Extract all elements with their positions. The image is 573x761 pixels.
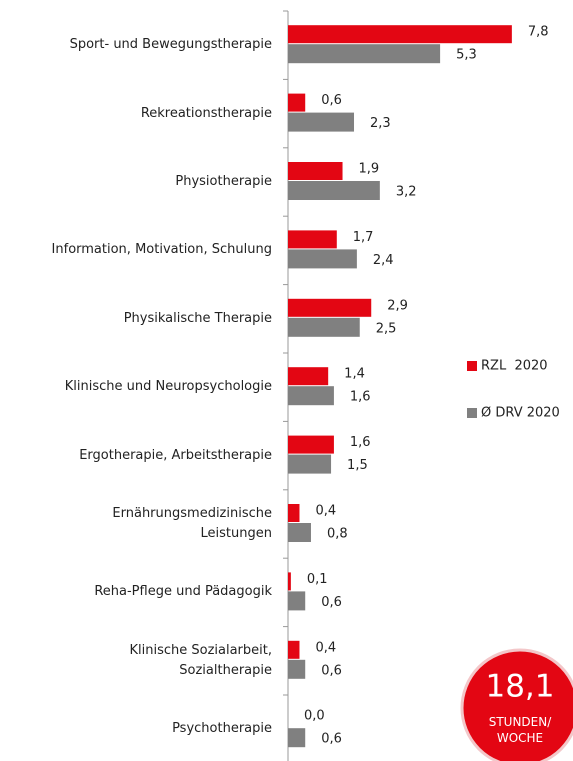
category-label: Physikalische Therapie	[123, 310, 272, 326]
value-label: 2,4	[373, 253, 394, 268]
category-label: Reha-Pflege und Pädagogik	[94, 584, 272, 600]
bar	[288, 25, 512, 44]
value-label: 0,1	[307, 572, 328, 587]
bar	[288, 181, 380, 200]
legend-label: Ø DRV 2020	[481, 406, 560, 421]
category-label: Ernährungsmedizinische Leistungen	[112, 506, 272, 541]
value-label: 1,6	[350, 390, 371, 405]
value-label: 2,3	[370, 116, 391, 131]
value-label: 1,4	[344, 367, 365, 382]
bar	[288, 523, 311, 542]
category-label: Psychotherapie	[172, 721, 272, 737]
bar	[288, 93, 306, 112]
value-label: 0,6	[321, 732, 342, 747]
value-label: 0,8	[327, 527, 348, 542]
value-label: 5,3	[456, 48, 477, 63]
bar	[288, 659, 306, 679]
legend-swatch	[467, 408, 477, 418]
bar	[288, 44, 441, 64]
bar	[288, 640, 300, 659]
value-label: 2,5	[376, 321, 397, 336]
badge-unit: STUNDEN/WOCHE	[489, 715, 553, 745]
value-label: 1,7	[353, 230, 374, 245]
category-label: Sport- und Bewegungstherapie	[69, 37, 272, 53]
bar	[288, 162, 343, 180]
value-label: 7,8	[528, 25, 549, 40]
badge-unit-line: STUNDEN/	[489, 715, 553, 729]
bar	[288, 386, 334, 406]
value-label: 0,6	[321, 93, 342, 108]
category-label: Klinische und Neuropsychologie	[64, 379, 272, 395]
legend-swatch	[467, 361, 477, 371]
bar	[288, 112, 355, 132]
badge-unit-line: WOCHE	[497, 731, 543, 745]
bar	[288, 504, 300, 522]
value-label: 1,6	[350, 435, 371, 450]
value-label: 2,9	[387, 298, 408, 313]
badge-value: 18,1	[485, 669, 554, 705]
value-label: 0,4	[315, 504, 336, 519]
bar	[288, 591, 306, 611]
bar	[288, 230, 337, 249]
bar	[288, 572, 291, 591]
value-label: 0,6	[321, 595, 342, 610]
bar	[288, 367, 329, 386]
value-label: 0,4	[315, 640, 336, 655]
bar	[288, 728, 306, 748]
category-label: Ergotherapie, Arbeitstherapie	[79, 447, 272, 463]
category-label: Physiotherapie	[175, 174, 272, 189]
bar	[288, 298, 372, 317]
value-label: 0,0	[304, 709, 325, 724]
category-label: Klinische Sozialarbeit, Sozialtherapie	[129, 642, 272, 678]
badge-circle	[460, 648, 573, 761]
bar	[288, 249, 357, 269]
value-label: 3,2	[396, 185, 417, 200]
bar	[288, 317, 360, 337]
bar	[288, 435, 334, 454]
category-label: Information, Motivation, Schulung	[51, 242, 272, 258]
legend-label: RZL 2020	[481, 359, 548, 374]
category-label: Rekreationstherapie	[140, 105, 272, 121]
value-label: 1,5	[347, 458, 368, 473]
bar	[288, 454, 332, 474]
value-label: 0,6	[321, 663, 342, 678]
value-label: 1,9	[359, 162, 380, 177]
